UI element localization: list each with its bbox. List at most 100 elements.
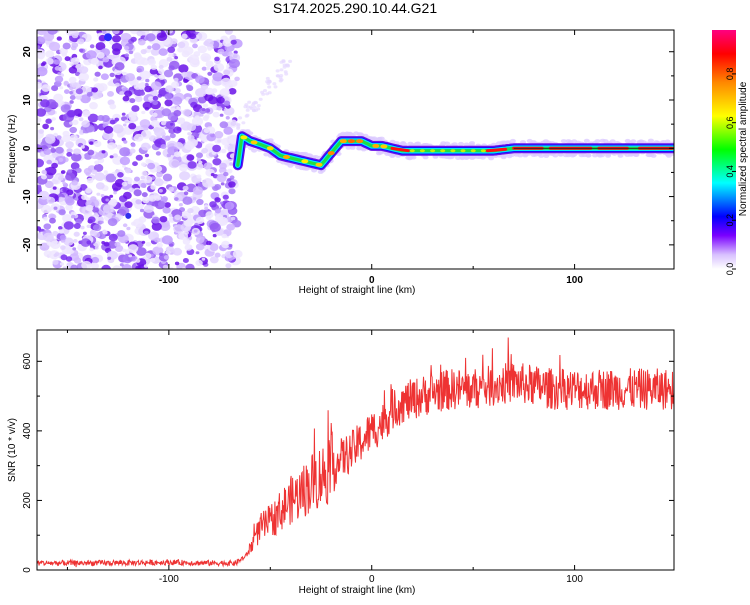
noise-blob — [144, 153, 149, 158]
noise-blob — [165, 85, 174, 93]
noise-blob — [127, 180, 133, 185]
noise-blob — [219, 162, 227, 170]
noise-blob — [40, 99, 50, 108]
noise-blob — [279, 74, 284, 78]
noise-blob — [209, 222, 221, 232]
noise-blob — [56, 135, 62, 140]
noise-blob — [187, 161, 197, 169]
noise-blob — [56, 36, 62, 41]
noise-blob — [203, 128, 210, 134]
noise-blob — [112, 48, 121, 56]
noise-blob — [140, 142, 151, 151]
noise-blob — [135, 96, 143, 103]
noise-blob — [196, 174, 202, 179]
noise-blob — [86, 224, 91, 228]
noise-blob — [206, 66, 210, 70]
noise-blob — [159, 252, 164, 256]
noise-blob — [37, 185, 42, 191]
noise-blob — [92, 207, 100, 214]
noise-blob — [70, 57, 80, 65]
noise-blob — [170, 38, 178, 45]
colorbar-ticks: 0.0 0.2 0.4 0.6 0.8 — [725, 68, 736, 275]
ridge-peak — [440, 149, 446, 153]
noise-blob — [192, 197, 197, 201]
noise-blob — [50, 240, 61, 249]
noise-blob — [197, 45, 207, 54]
noise-blob — [223, 126, 233, 135]
noise-blob — [101, 150, 106, 154]
noise-blob — [214, 136, 223, 144]
colorbar-label: Normalized spectral amplitude — [738, 81, 749, 216]
ridge-halo — [509, 138, 516, 143]
noise-blob — [43, 148, 52, 155]
noise-blob — [121, 264, 132, 269]
noise-blob — [134, 176, 140, 182]
ridge-peak — [380, 144, 388, 149]
noise-blob — [125, 212, 132, 219]
noise-blob — [178, 64, 189, 73]
noise-blob — [186, 154, 195, 161]
noise-blob — [50, 126, 55, 131]
noise-blob — [241, 121, 246, 125]
noise-blob — [124, 119, 130, 124]
ridge-peak — [347, 139, 355, 144]
noise-blob — [65, 172, 76, 181]
noise-blob — [187, 135, 195, 141]
noise-blob — [107, 240, 118, 249]
noise-blob — [100, 73, 109, 80]
noise-blob — [214, 208, 221, 214]
figure-title: S174.2025.290.10.44.G21 — [273, 0, 437, 16]
noise-blob — [119, 91, 124, 96]
noise-blob — [41, 84, 51, 92]
noise-blob — [176, 118, 185, 125]
ridge-halo — [349, 145, 356, 150]
noise-blob — [52, 259, 59, 265]
top-plot-frame — [36, 29, 675, 270]
noise-blob — [85, 204, 94, 212]
noise-blob — [94, 212, 98, 216]
noise-blob — [142, 101, 152, 110]
noise-blob — [154, 237, 161, 243]
colorbar-tick-label: 0.6 — [725, 116, 735, 129]
noise-blob — [202, 56, 209, 62]
noise-blob — [124, 168, 132, 174]
noise-blob — [130, 36, 137, 42]
noise-blob — [212, 233, 217, 238]
noise-blob — [127, 244, 139, 253]
bottom-y-axis-label: SNR (10 * v/v) — [7, 418, 18, 482]
noise-blob — [220, 148, 227, 154]
noise-blob — [174, 56, 179, 60]
noise-blob — [158, 201, 166, 208]
ridge-halo — [357, 132, 364, 137]
noise-blob — [67, 109, 76, 118]
noise-blob — [123, 191, 132, 200]
noise-blob — [64, 89, 70, 94]
noise-blob — [37, 52, 46, 60]
noise-blob — [43, 223, 52, 230]
noise-blob — [87, 149, 95, 156]
noise-blob — [69, 134, 78, 142]
noise-blob — [48, 250, 60, 260]
noise-blob — [123, 140, 128, 144]
ridge-halo — [469, 141, 475, 146]
noise-blob — [223, 171, 229, 177]
noise-blob — [143, 252, 152, 260]
noise-blob — [111, 182, 122, 191]
noise-blob — [138, 85, 145, 90]
noise-blob — [80, 94, 91, 104]
noise-blob — [86, 91, 93, 97]
noise-blob — [103, 241, 110, 247]
noise-blob — [171, 81, 180, 89]
noise-blob — [201, 108, 206, 112]
y-tick-label: 0 — [22, 145, 33, 151]
noise-blob — [169, 243, 174, 247]
noise-blob — [158, 48, 168, 56]
noise-blob — [59, 234, 67, 241]
noise-blob — [195, 259, 203, 266]
noise-blob — [144, 230, 149, 235]
ridge-halo — [630, 139, 637, 144]
noise-blob — [147, 145, 152, 149]
noise-blob — [43, 216, 48, 221]
noise-blob — [182, 46, 194, 56]
